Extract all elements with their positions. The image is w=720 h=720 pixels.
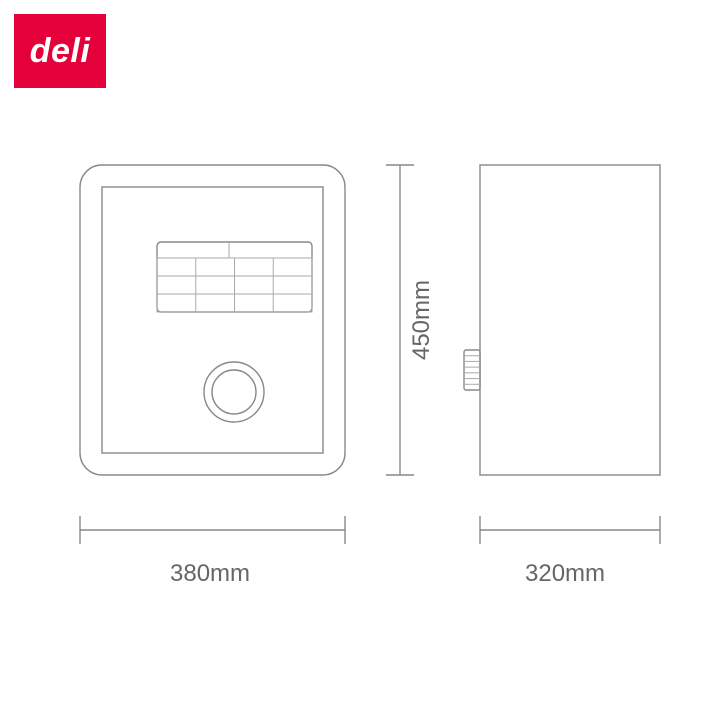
- dimension-width-label: 380mm: [170, 560, 250, 588]
- technical-drawing: [0, 0, 720, 720]
- dimension-depth-label: 320mm: [525, 560, 605, 588]
- dimension-height-label: 450mm: [408, 280, 436, 360]
- diagram-canvas: deli 380mm 320mm 450mm: [0, 0, 720, 720]
